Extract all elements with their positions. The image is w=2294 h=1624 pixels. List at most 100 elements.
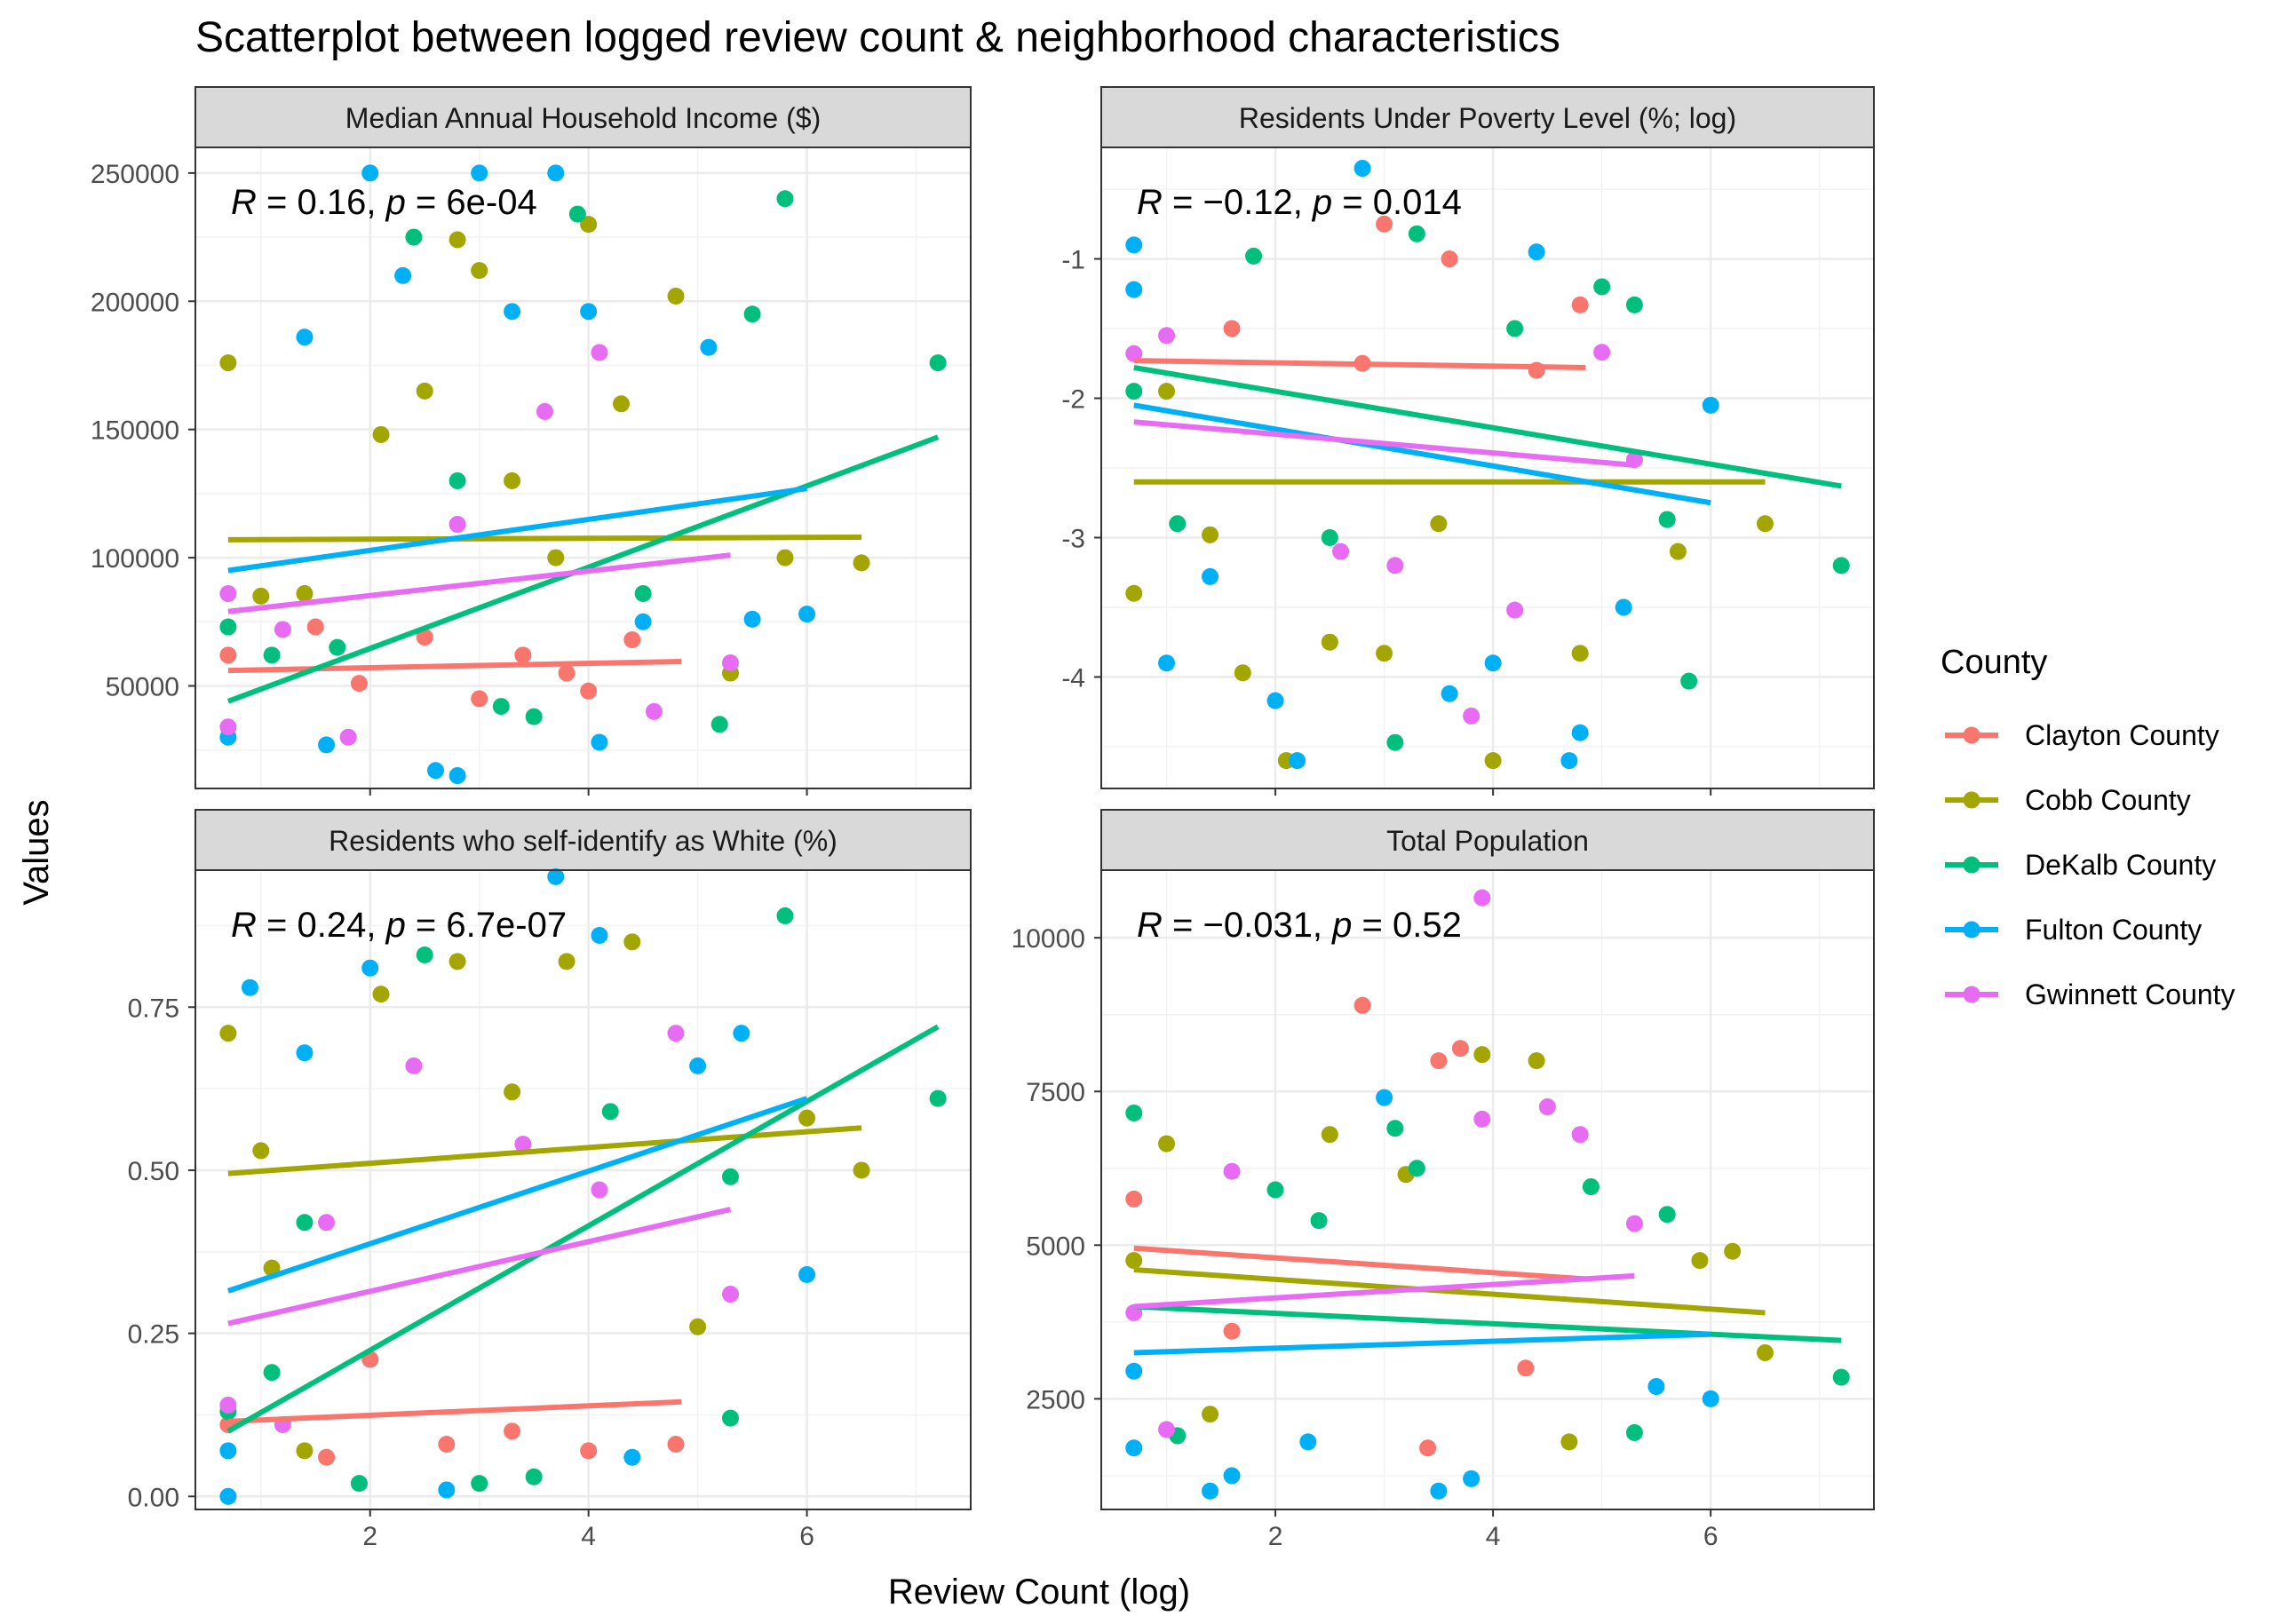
legend-swatch-point <box>1963 856 1980 874</box>
data-point <box>1593 278 1611 296</box>
data-point <box>1658 511 1676 528</box>
data-point <box>547 549 565 566</box>
data-point <box>721 654 739 671</box>
data-point <box>1125 1252 1143 1270</box>
data-point <box>296 1442 314 1460</box>
data-point <box>580 682 598 700</box>
data-point <box>1691 1252 1709 1270</box>
legend-swatch-point <box>1963 921 1980 939</box>
legend-item: Fulton County <box>1945 914 2202 946</box>
data-point <box>252 587 270 605</box>
data-point <box>350 1475 368 1493</box>
data-point <box>1473 1046 1491 1064</box>
data-point <box>1451 1040 1469 1058</box>
stat-annotation: R = −0.12, p = 0.014 <box>1137 183 1462 222</box>
y-tick-label: 0.25 <box>128 1320 179 1350</box>
data-point <box>1571 1126 1589 1144</box>
regression-line <box>1133 1267 1766 1316</box>
data-point <box>1538 1098 1556 1116</box>
data-point <box>689 1057 707 1074</box>
data-point <box>591 926 608 944</box>
data-point <box>1408 225 1425 242</box>
data-point <box>1234 664 1251 682</box>
data-point <box>1223 1467 1241 1485</box>
y-tick-label: 150000 <box>91 416 179 446</box>
data-point <box>1202 567 1219 585</box>
data-point <box>667 288 685 305</box>
data-point <box>601 1103 619 1121</box>
stat-p-symbol: p <box>1312 183 1332 222</box>
data-point <box>710 716 728 733</box>
data-point <box>361 164 379 182</box>
data-point <box>558 953 575 970</box>
stat-p-value: = 6e-04 <box>406 183 537 222</box>
data-point <box>1419 1439 1437 1457</box>
y-tick-label: 0.75 <box>128 994 179 1023</box>
legend-label: Gwinnett County <box>2025 978 2235 1010</box>
data-point <box>471 1475 488 1493</box>
data-point <box>1266 692 1284 709</box>
data-point <box>1125 584 1143 602</box>
data-point <box>634 613 652 630</box>
data-point <box>547 164 565 182</box>
data-point <box>448 953 466 970</box>
data-point <box>776 907 794 924</box>
regression-line <box>1133 1272 1635 1310</box>
data-point <box>721 1286 739 1303</box>
data-point <box>241 978 258 996</box>
legend-item: Cobb County <box>1945 784 2191 816</box>
facet-title: Residents who self-identify as White (%) <box>329 825 837 857</box>
data-point <box>798 606 816 623</box>
data-point <box>1376 1089 1393 1106</box>
data-point <box>405 1057 423 1074</box>
data-point <box>1386 1120 1404 1137</box>
legend-swatch-point <box>1963 726 1980 744</box>
data-point <box>1266 1181 1284 1199</box>
data-point <box>733 1025 750 1042</box>
facet-strip <box>1100 809 1875 871</box>
data-point <box>1658 1206 1676 1224</box>
data-point <box>1169 515 1187 533</box>
data-point <box>634 585 652 603</box>
stat-p-value: = 0.014 <box>1332 183 1462 222</box>
data-point <box>1756 515 1774 533</box>
stat-p-symbol: p <box>385 183 406 222</box>
data-point <box>274 621 291 638</box>
data-point <box>1625 1215 1643 1232</box>
data-point <box>438 1481 456 1499</box>
legend-item: Gwinnett County <box>1945 978 2235 1010</box>
data-point <box>591 1181 608 1199</box>
data-point <box>1299 1433 1317 1451</box>
data-point <box>1441 685 1458 702</box>
data-point <box>1832 1368 1850 1386</box>
data-point <box>427 762 445 780</box>
regression-line <box>227 486 807 574</box>
y-tick-label: -2 <box>1061 385 1085 415</box>
data-point <box>1560 1433 1578 1451</box>
data-point <box>667 1025 685 1042</box>
data-point <box>219 1487 237 1505</box>
data-point <box>591 733 608 751</box>
stat-annotation: R = 0.16, p = 6e-04 <box>231 183 537 222</box>
data-point <box>1408 1160 1425 1177</box>
data-point <box>405 228 423 246</box>
data-point <box>219 618 237 636</box>
data-point <box>219 1025 237 1042</box>
data-point <box>525 708 543 725</box>
plot-area <box>1101 870 1874 1509</box>
data-point <box>558 664 575 682</box>
data-point <box>1202 1482 1219 1500</box>
data-point <box>1125 236 1143 254</box>
data-point <box>1571 645 1589 662</box>
plot-area <box>195 870 971 1509</box>
data-point <box>1158 383 1176 400</box>
data-point <box>1593 344 1611 361</box>
data-point <box>438 1436 456 1454</box>
data-point <box>853 554 870 572</box>
data-point <box>776 190 794 208</box>
data-point <box>1625 1423 1643 1441</box>
data-point <box>1571 724 1589 741</box>
y-tick-label: 2500 <box>1026 1385 1085 1414</box>
data-point <box>514 1136 532 1153</box>
